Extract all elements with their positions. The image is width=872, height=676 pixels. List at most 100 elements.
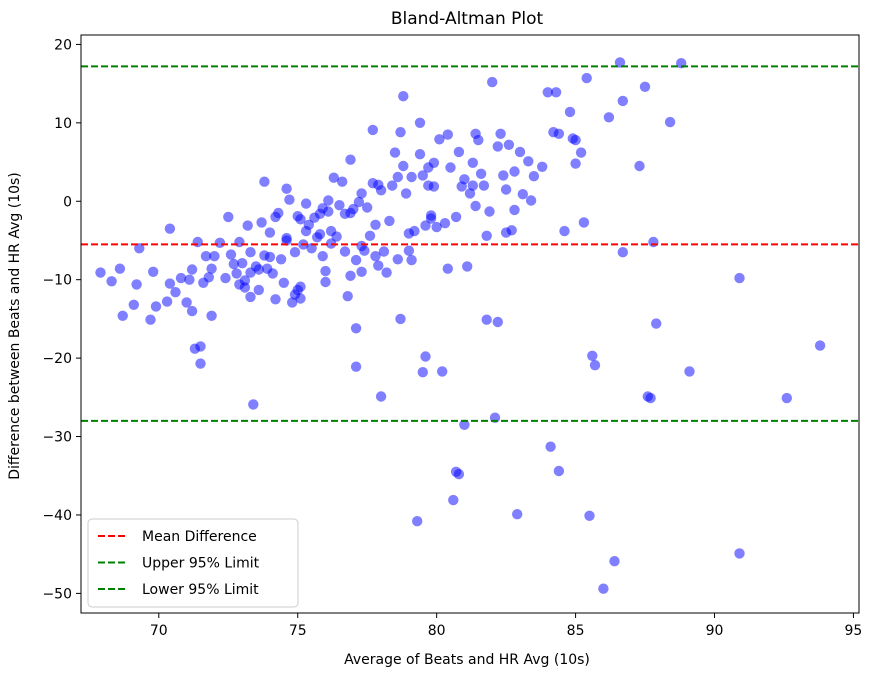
data-point (603, 112, 615, 123)
data-point (195, 358, 206, 369)
y-tick-label: 20 (54, 37, 72, 53)
data-point (295, 214, 306, 225)
data-point (345, 270, 356, 281)
data-point (364, 230, 376, 241)
data-point (420, 351, 431, 362)
data-point (392, 254, 403, 265)
data-point (542, 87, 553, 98)
data-point (645, 392, 656, 404)
data-point (381, 267, 392, 278)
data-point (170, 287, 181, 298)
data-point (417, 170, 428, 181)
data-point (95, 267, 106, 278)
data-point (273, 207, 284, 219)
data-point (209, 251, 220, 262)
data-point (320, 276, 331, 288)
data-point (253, 284, 264, 296)
data-point (617, 247, 628, 258)
data-point (525, 195, 537, 206)
data-point (403, 245, 415, 256)
data-point (459, 419, 470, 430)
data-point (492, 316, 503, 328)
data-point (203, 272, 214, 283)
data-point (161, 296, 173, 307)
data-point (453, 469, 465, 480)
data-point (181, 297, 192, 308)
data-point (481, 230, 492, 241)
data-point (400, 188, 412, 199)
data-point (589, 360, 601, 371)
data-point (323, 206, 334, 217)
data-point (420, 220, 431, 231)
data-point (431, 221, 442, 233)
data-point (200, 251, 212, 262)
data-point (495, 128, 506, 139)
y-tick-label: −30 (42, 430, 72, 446)
data-point (428, 157, 440, 168)
data-point (664, 116, 676, 128)
data-point (275, 254, 287, 265)
data-point (651, 318, 662, 329)
data-point (387, 180, 398, 191)
data-point (414, 117, 426, 128)
data-point (439, 218, 451, 229)
data-point (242, 220, 253, 231)
data-point (609, 556, 620, 567)
data-point (559, 225, 570, 237)
chart-title: Bland-Altman Plot (391, 9, 544, 29)
y-tick-label: 10 (54, 116, 72, 132)
data-point (317, 251, 328, 262)
data-point (684, 366, 695, 377)
data-point (206, 263, 217, 274)
data-point (462, 261, 473, 272)
data-point (353, 196, 365, 208)
data-point (259, 176, 270, 187)
y-tick-label: −10 (42, 273, 72, 289)
data-point (578, 217, 590, 228)
data-point (214, 237, 226, 248)
data-point (412, 516, 423, 527)
data-point (445, 162, 456, 173)
data-point (617, 95, 628, 107)
data-point (442, 129, 453, 140)
data-point (734, 548, 745, 559)
legend-label: Lower 95% Limit (142, 582, 259, 598)
data-point (225, 249, 237, 260)
data-point (306, 243, 317, 254)
data-point (270, 294, 281, 305)
data-point (287, 297, 298, 308)
y-tick-label: −50 (42, 586, 72, 602)
data-point (459, 174, 470, 185)
data-point (264, 227, 276, 238)
data-point (370, 219, 381, 230)
data-point (106, 276, 117, 287)
y-tick-label: −20 (42, 351, 72, 367)
data-point (195, 341, 206, 352)
data-point (164, 223, 176, 234)
data-point (375, 185, 387, 196)
legend-label: Upper 95% Limit (142, 556, 260, 572)
data-point (398, 91, 409, 102)
data-point (300, 198, 312, 209)
data-point (378, 246, 390, 257)
data-point (500, 184, 512, 195)
x-tick-label: 85 (567, 623, 585, 639)
data-point (331, 231, 342, 242)
data-point (248, 399, 259, 410)
data-point (648, 236, 659, 248)
data-point (498, 170, 509, 181)
y-tick-label: 0 (63, 194, 72, 210)
data-point (428, 181, 440, 192)
data-point (575, 147, 587, 158)
legend-box (87, 518, 299, 608)
data-point (467, 157, 478, 168)
data-point (581, 72, 592, 84)
x-axis-title: Average of Beats and HR Avg (10s) (344, 652, 590, 668)
data-point (553, 128, 565, 139)
data-point (395, 127, 406, 138)
data-point (231, 268, 242, 279)
data-point (425, 210, 437, 221)
data-point (545, 441, 556, 452)
data-point (442, 263, 453, 274)
